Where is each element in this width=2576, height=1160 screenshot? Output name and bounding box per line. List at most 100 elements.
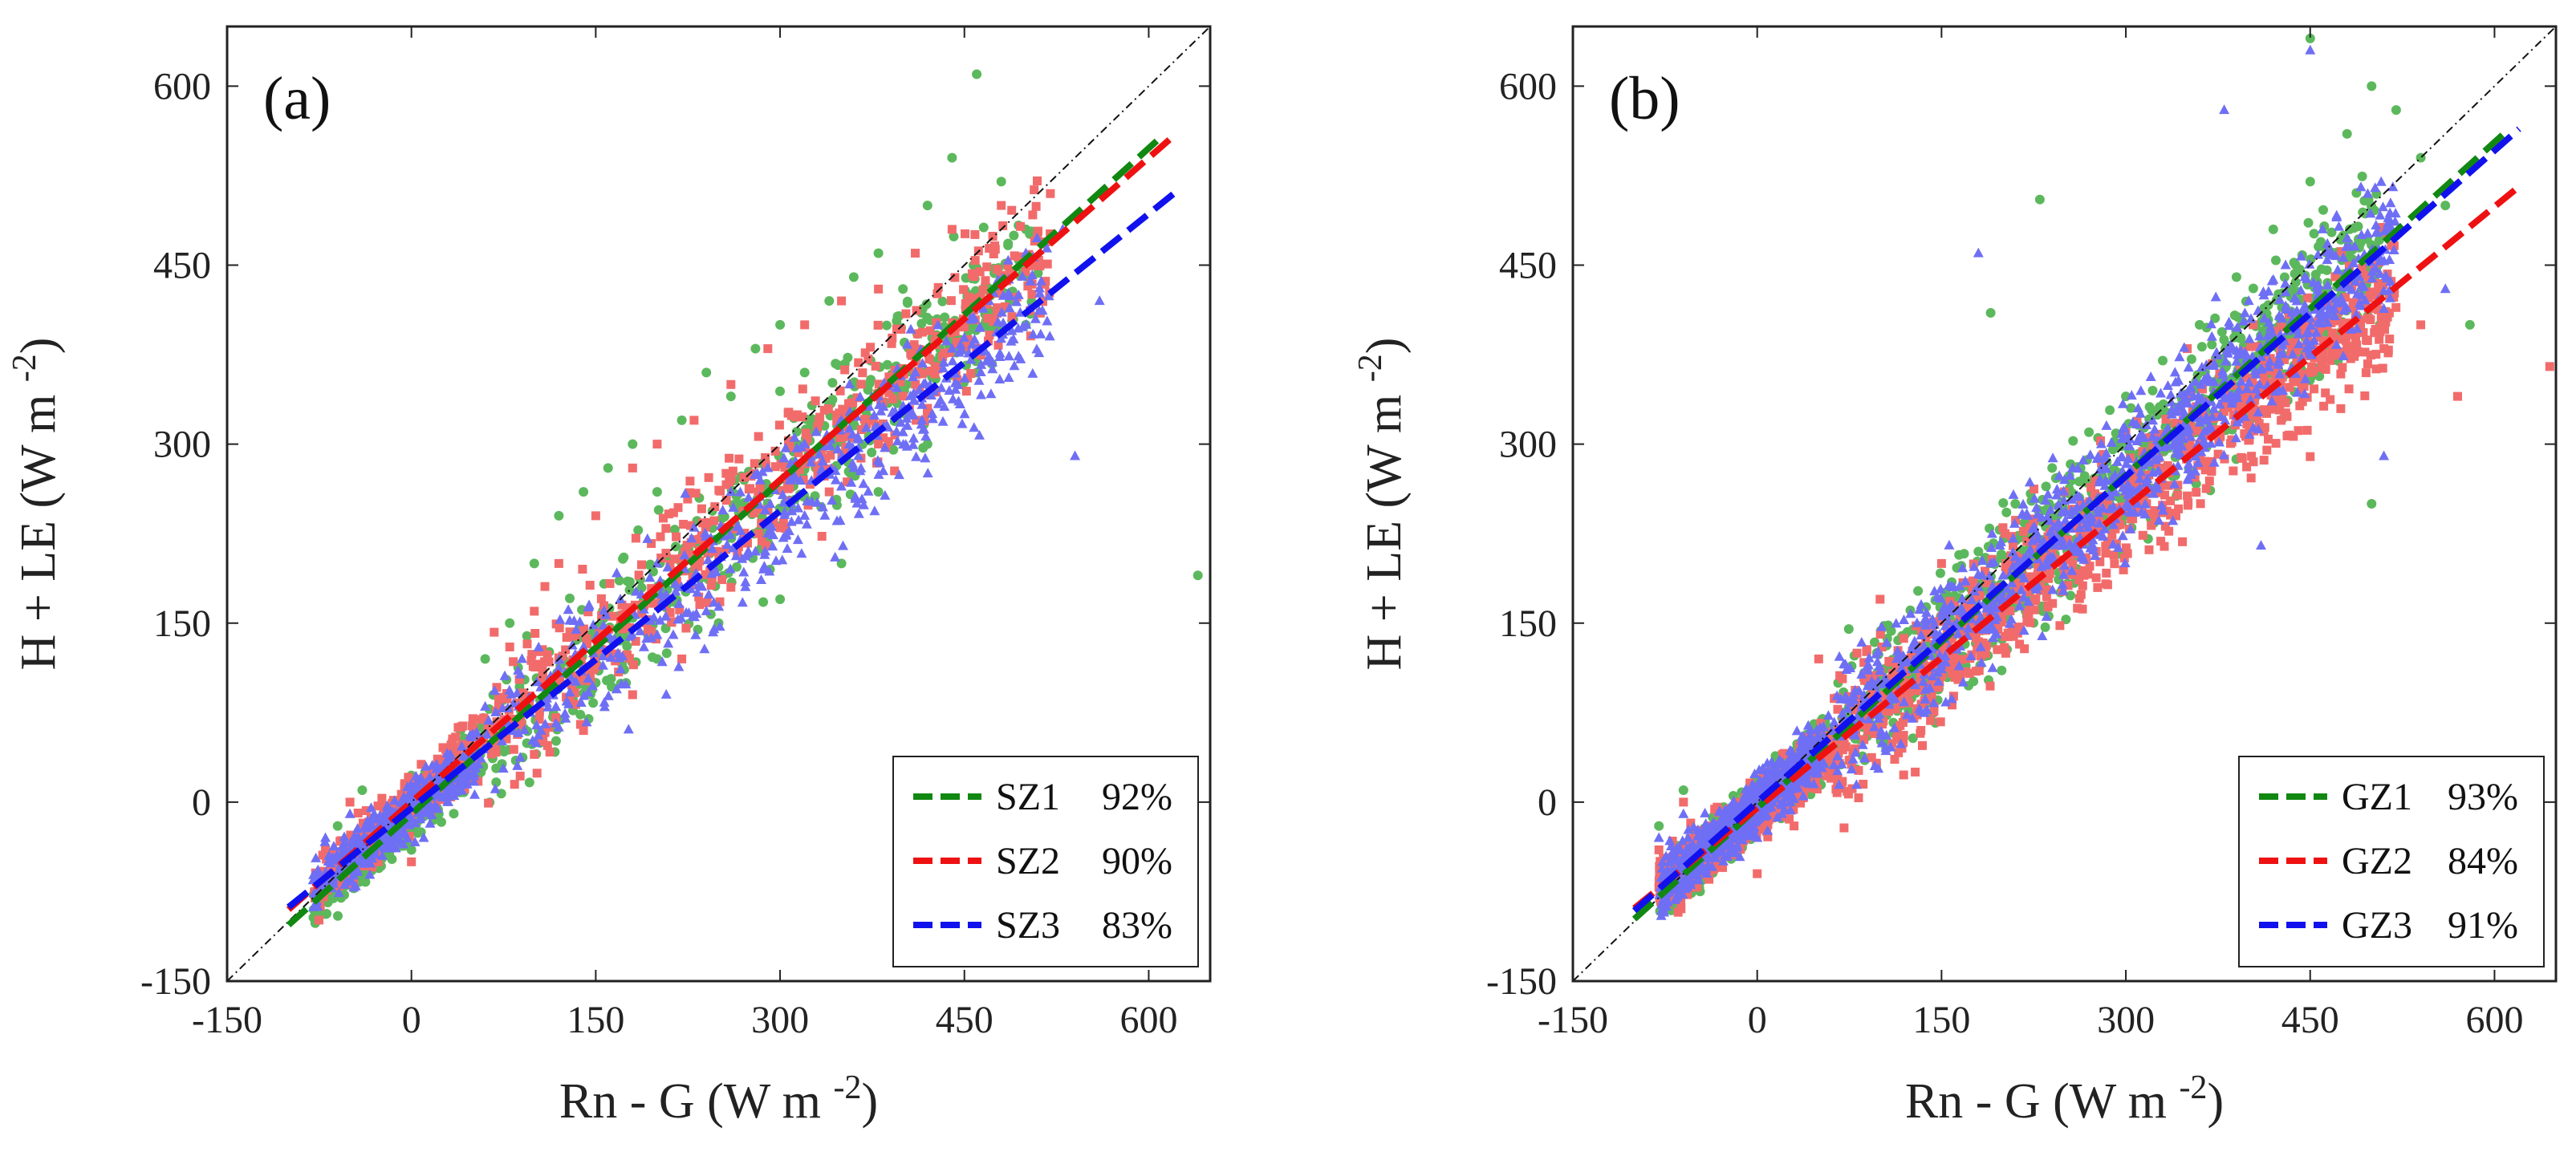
data-point (480, 700, 491, 711)
data-point (977, 302, 989, 313)
data-point (602, 675, 612, 686)
data-point (798, 412, 807, 422)
data-point (2330, 272, 2340, 282)
data-point (739, 473, 749, 482)
data-point (2271, 255, 2281, 266)
data-point (2359, 196, 2370, 206)
data-point (1003, 351, 1014, 361)
data-point (389, 795, 400, 805)
data-point (456, 779, 467, 789)
data-point (1003, 238, 1014, 249)
data-point (908, 371, 919, 382)
data-point (512, 760, 523, 770)
data-point (922, 468, 933, 478)
data-point (873, 320, 883, 330)
data-point (963, 373, 973, 383)
data-point (579, 624, 588, 634)
data-point (912, 306, 921, 315)
data-point (781, 529, 792, 539)
data-point (514, 675, 524, 684)
data-point (992, 309, 1002, 318)
x-axis-label: Rn - G (W m -2) (559, 1069, 878, 1129)
data-point (794, 448, 803, 457)
data-point (947, 355, 958, 366)
data-point (481, 728, 493, 739)
data-point (1678, 785, 1688, 795)
data-point (898, 391, 908, 401)
data-point (2367, 499, 2377, 509)
data-point (466, 732, 477, 741)
data-point (717, 575, 726, 585)
data-point (2229, 466, 2238, 476)
data-point (597, 610, 607, 620)
data-point (681, 606, 692, 617)
data-point (514, 752, 526, 762)
data-point (310, 871, 321, 882)
data-point (461, 765, 473, 776)
data-point (1043, 290, 1054, 301)
data-point (1044, 331, 1055, 341)
data-point (518, 691, 528, 700)
data-point (908, 439, 919, 449)
data-point (404, 773, 413, 782)
data-point (1026, 270, 1038, 280)
data-point (2016, 580, 2025, 590)
data-point (404, 832, 414, 841)
data-point (917, 358, 928, 368)
data-point (961, 298, 970, 308)
data-point (559, 708, 571, 718)
data-point (950, 327, 960, 336)
data-point (858, 368, 867, 378)
data-point (896, 377, 905, 387)
data-point (975, 267, 985, 277)
data-point (1886, 626, 1896, 636)
data-point (738, 566, 750, 577)
data-point (1016, 221, 1026, 231)
data-point (668, 508, 678, 517)
data-point (835, 386, 845, 395)
data-point (961, 387, 971, 396)
data-point (608, 611, 617, 621)
data-point (864, 379, 875, 388)
data-point (734, 454, 744, 464)
data-point (686, 533, 697, 543)
data-point (2277, 416, 2286, 425)
data-point (527, 650, 537, 659)
data-point (905, 323, 916, 334)
data-point (346, 830, 356, 840)
data-point (2066, 590, 2076, 601)
legend: SZ1 92%SZ2 90%SZ3 83% (892, 756, 1199, 967)
data-point (392, 828, 404, 838)
data-point (496, 736, 507, 745)
legend-percent: 83% (1102, 904, 1172, 947)
data-point (2248, 283, 2258, 294)
data-point (367, 812, 378, 822)
data-point (985, 331, 994, 340)
data-point (695, 600, 705, 610)
data-point (754, 487, 763, 497)
data-point (2416, 320, 2426, 330)
data-point (708, 627, 719, 637)
data-point (506, 688, 517, 699)
data-point (591, 511, 600, 521)
data-point (432, 802, 443, 813)
data-point (325, 858, 336, 868)
data-point (681, 623, 691, 633)
data-point (2262, 445, 2272, 455)
data-point (823, 440, 832, 449)
data-point (2358, 207, 2368, 217)
data-point (701, 367, 712, 378)
data-point (927, 413, 938, 424)
data-point (1654, 821, 1664, 831)
data-point (853, 508, 864, 518)
data-point (827, 495, 838, 505)
data-point (451, 732, 461, 742)
data-point (879, 433, 888, 443)
data-point (655, 575, 666, 586)
data-point (866, 343, 876, 352)
data-point (840, 365, 850, 375)
data-point (648, 598, 658, 608)
data-point (974, 429, 985, 440)
data-point (713, 601, 725, 611)
data-point (662, 562, 673, 572)
